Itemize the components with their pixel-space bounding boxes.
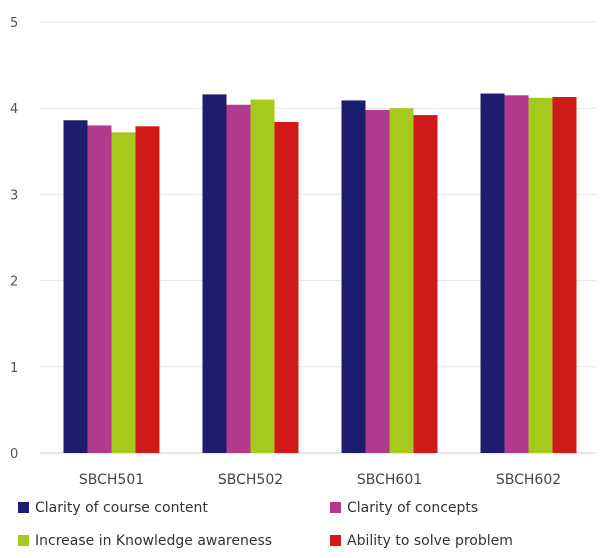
bar-sbch602-series-4 [552, 96, 577, 453]
bar-sbch601-series-2 [365, 109, 390, 453]
legend-label: Increase in Knowledge awareness [35, 533, 272, 549]
x-category-label: SBCH601 [357, 472, 422, 488]
y-tick-label: 0 [10, 447, 18, 462]
bar-sbch601-series-4 [413, 115, 438, 453]
legend-swatch [330, 502, 341, 513]
bar-sbch501-series-1 [63, 120, 88, 453]
bar-sbch501-series-4 [135, 126, 160, 453]
y-tick-label: 3 [10, 188, 18, 203]
x-category-label: SBCH501 [79, 472, 144, 488]
y-tick-label: 5 [10, 16, 18, 31]
bar-sbch601-series-3 [389, 108, 414, 453]
bar-sbch602-series-2 [504, 95, 529, 454]
bar-sbch502-series-4 [274, 121, 299, 453]
legend-label: Clarity of course content [35, 500, 208, 516]
x-category-label: SBCH602 [496, 472, 561, 488]
y-tick-label: 1 [10, 361, 18, 376]
bar-sbch602-series-3 [528, 97, 553, 453]
bar-sbch601-series-1 [341, 100, 366, 453]
bar-sbch502-series-2 [226, 104, 251, 453]
bar-sbch502-series-3 [250, 99, 275, 453]
legend-swatch [18, 502, 29, 513]
legend: Clarity of course content Clarity of conc… [18, 500, 513, 549]
y-tick-label: 4 [10, 102, 18, 117]
y-tick-label: 2 [10, 275, 18, 290]
bar-sbch502-series-1 [202, 94, 227, 454]
bar-sbch501-series-2 [87, 125, 112, 453]
legend-swatch [18, 535, 29, 546]
x-category-label: SBCH502 [218, 472, 283, 488]
bars [63, 93, 577, 454]
x-axis-categories: SBCH501 SBCH502 SBCH601 SBCH602 [79, 472, 561, 488]
y-axis-ticks: 0 1 2 3 4 5 [10, 16, 18, 462]
bar-sbch602-series-1 [480, 93, 505, 454]
legend-swatch [330, 535, 341, 546]
bar-sbch501-series-3 [111, 132, 136, 453]
legend-label: Clarity of concepts [347, 500, 478, 516]
legend-label: Ability to solve problem [347, 533, 513, 549]
